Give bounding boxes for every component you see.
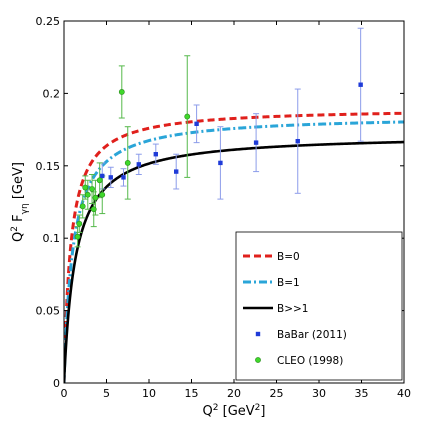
x-tick-label: 0 (61, 387, 68, 400)
legend-swatch (255, 331, 261, 337)
cleo-data-point (76, 220, 83, 227)
x-tick-label: 30 (312, 387, 326, 400)
cleo-data-point (89, 186, 95, 192)
cleo-data-point (118, 89, 125, 95)
legend-box (235, 231, 403, 381)
curve-b1 (64, 140, 404, 383)
babar-data-point (295, 138, 300, 144)
y-tick-label: 0.1 (43, 232, 61, 245)
x-tick-label: 20 (227, 387, 241, 400)
curve-b0 (64, 111, 404, 383)
y-axis-label-unit: [GeV] (11, 162, 26, 203)
y-tick-label: 0.05 (36, 305, 61, 318)
x-axis-label-unit: [GeV (218, 404, 254, 419)
x-axis-label-close: ] (260, 404, 265, 419)
cleo-data-point (92, 194, 99, 201)
babar-data-point (194, 121, 199, 127)
x-axis-label: Q2 [GeV2] (203, 403, 266, 419)
x-axis-label-base: Q (203, 404, 213, 419)
babar-data-point (121, 175, 126, 180)
cleo-data-point (74, 233, 81, 240)
cleo-data-point (79, 203, 86, 210)
legend: B=0 B=1 B>>1 BaBar (2011) CLEO (1998) (235, 231, 403, 381)
x-tick-label: 40 (397, 387, 411, 400)
data-markers (74, 82, 363, 240)
cleo-data-point (124, 160, 131, 166)
legend-label: B=1 (277, 277, 300, 289)
x-tick-label: 15 (185, 387, 199, 400)
x-tick-label: 35 (355, 387, 369, 400)
cleo-data-point (99, 191, 106, 198)
curve-b1 (64, 120, 404, 383)
y-tick-label: 0.2 (43, 87, 61, 100)
cleo-data-point (84, 191, 91, 198)
babar-data-point (358, 82, 363, 87)
y-axis-label-mid: F (11, 214, 26, 226)
legend-label: B>>1 (277, 303, 308, 315)
y-axis-label-sup: 2 (10, 226, 20, 232)
babar-data-point (136, 162, 141, 167)
legend-label: CLEO (1998) (277, 355, 343, 367)
cleo-data-point (184, 113, 191, 120)
y-tick-label: 0.15 (36, 160, 61, 173)
x-tick-label: 10 (142, 387, 156, 400)
model-curves (64, 111, 404, 383)
babar-data-point (108, 175, 113, 180)
legend-swatch (255, 357, 261, 363)
cleo-data-point (96, 177, 103, 184)
legend-label: B=0 (277, 251, 300, 263)
legend-label: BaBar (2011) (277, 329, 347, 341)
y-axis-label-base: Q (11, 232, 26, 242)
cleo-data-point (82, 184, 89, 191)
cleo-data-point (90, 206, 97, 213)
y-tick-label: 0.25 (36, 15, 61, 28)
x-tick-label: 25 (270, 387, 284, 400)
x-axis-label-sup: 2 (213, 403, 219, 413)
babar-data-point (253, 140, 259, 145)
y-tick-label: 0 (53, 377, 60, 390)
y-axis-label-sub: γη (20, 203, 30, 214)
babar-data-point (218, 160, 223, 166)
babar-data-point (100, 173, 105, 179)
babar-data-point (174, 169, 179, 174)
x-axis-label-unit-sup: 2 (255, 403, 261, 413)
x-tick-label: 5 (103, 387, 110, 400)
babar-data-point (153, 152, 158, 157)
y-axis-label: Q2 Fγη [GeV] (10, 162, 30, 242)
